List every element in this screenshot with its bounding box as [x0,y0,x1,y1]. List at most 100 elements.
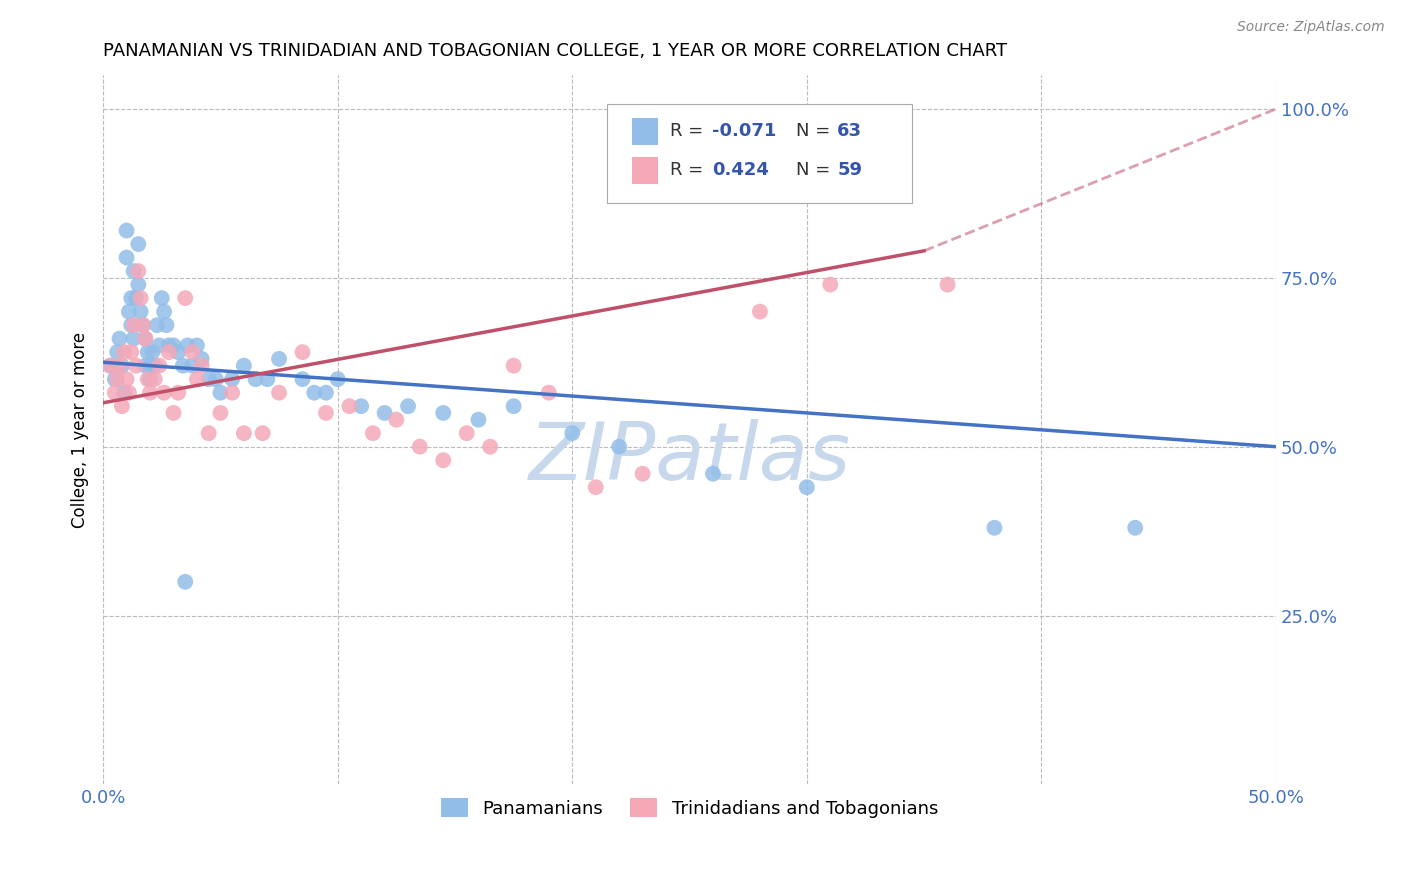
Point [134,332,156,346]
Point [291,345,314,359]
Point [98,359,121,373]
Point [432,453,454,467]
Point [326,372,349,386]
Text: R =: R = [669,122,709,140]
Point [132,318,155,332]
Point [129,304,152,318]
Text: 59: 59 [838,161,862,179]
Point [148,338,170,352]
Point [120,318,142,332]
Point [122,318,145,332]
Point [374,406,396,420]
Point [120,345,142,359]
Point [221,372,243,386]
Point [561,426,583,441]
Point [115,223,138,237]
Text: -0.071: -0.071 [711,122,776,140]
Point [186,338,208,352]
Point [315,385,337,400]
Point [479,440,502,454]
Point [409,440,432,454]
Point [157,338,180,352]
Point [118,304,141,318]
Text: 0.424: 0.424 [711,161,769,179]
Point [607,440,630,454]
Point [132,318,155,332]
Point [134,359,156,373]
Point [127,277,149,292]
Point [256,372,278,386]
Point [118,385,141,400]
Point [1123,521,1146,535]
Text: PANAMANIAN VS TRINIDADIAN AND TOBAGONIAN COLLEGE, 1 YEAR OR MORE CORRELATION CHA: PANAMANIAN VS TRINIDADIAN AND TOBAGONIAN… [103,42,1007,60]
Point [155,318,177,332]
Legend: Panamanians, Trinidadians and Tobagonians: Panamanians, Trinidadians and Tobagonian… [433,791,945,825]
Point [186,372,208,386]
Point [153,385,176,400]
Bar [633,118,658,145]
Point [252,426,274,441]
Point [150,291,173,305]
Point [162,406,184,420]
Point [302,385,325,400]
Point [796,480,818,494]
Point [502,399,524,413]
Point [190,359,212,373]
Point [209,385,232,400]
Point [129,291,152,305]
Point [456,426,478,441]
Point [181,359,204,373]
Point [136,345,159,359]
Point [361,426,384,441]
Point [936,277,959,292]
Text: N =: N = [796,161,837,179]
Point [174,574,197,589]
Point [139,359,162,373]
Point [112,345,135,359]
Point [221,385,243,400]
Point [104,385,127,400]
Point [339,399,361,413]
Point [209,406,232,420]
Point [112,385,135,400]
Point [245,372,267,386]
Point [702,467,724,481]
Point [432,406,454,420]
Point [139,372,162,386]
Point [157,345,180,359]
Point [350,399,373,413]
Point [111,359,134,373]
Point [315,406,337,420]
Point [502,359,524,373]
Point [197,372,219,386]
Point [125,291,148,305]
Point [585,480,607,494]
Point [143,359,166,373]
Point [291,372,314,386]
Point [134,332,156,346]
Point [143,372,166,386]
Point [162,338,184,352]
Point [108,359,131,373]
Point [108,332,131,346]
Point [537,385,560,400]
Point [204,372,226,386]
Point [748,304,770,318]
Y-axis label: College, 1 year or more: College, 1 year or more [72,332,89,528]
Point [167,345,190,359]
Point [146,318,169,332]
Point [232,359,254,373]
Text: 63: 63 [838,122,862,140]
Point [120,291,142,305]
Text: ZIPatlas: ZIPatlas [529,419,851,497]
Point [127,237,149,252]
Point [983,521,1005,535]
Point [122,264,145,278]
Point [139,385,162,400]
Point [167,385,190,400]
Point [148,359,170,373]
Point [396,399,419,413]
Point [467,412,489,426]
Text: Source: ZipAtlas.com: Source: ZipAtlas.com [1237,20,1385,34]
Point [197,426,219,441]
